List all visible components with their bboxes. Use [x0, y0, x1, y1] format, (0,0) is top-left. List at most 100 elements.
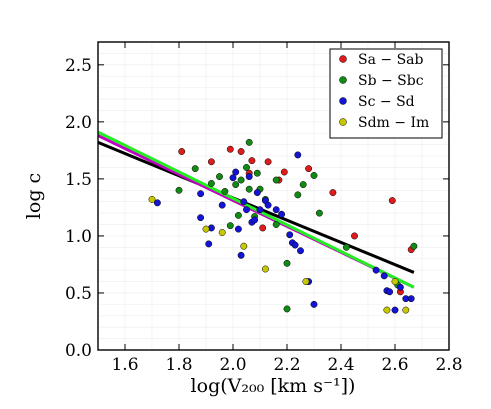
data-point: [380, 272, 388, 280]
data-point: [329, 189, 337, 197]
data-point: [232, 168, 240, 176]
data-point: [383, 306, 391, 314]
data-point: [197, 214, 205, 222]
legend-label: Sb − Sbc: [358, 73, 424, 89]
x-tick-label: 2.4: [327, 355, 354, 375]
data-point: [226, 222, 234, 230]
data-point: [259, 224, 267, 232]
data-point: [240, 198, 248, 206]
legend-label: Sa − Sab: [358, 52, 424, 68]
data-point: [248, 157, 256, 165]
fit-line: [97, 140, 415, 274]
data-point: [407, 295, 415, 303]
data-point: [294, 151, 302, 159]
legend-marker: [339, 118, 347, 126]
tick-labels: 1.6 1.8 2.0 2.2 2.4 2.6 2.8 0.0 0.5 1.0 1.5 2.0 2.5: [65, 56, 463, 375]
data-point: [310, 172, 318, 179]
data-point: [402, 306, 410, 314]
data-point: [237, 176, 245, 184]
data-point: [229, 174, 237, 182]
data-point: [291, 241, 299, 249]
y-tick-label: 2.0: [65, 113, 92, 133]
data-point: [297, 247, 304, 255]
data-point: [253, 169, 261, 177]
legend-marker: [339, 97, 347, 105]
data-point: [245, 173, 253, 181]
y-tick-label: 1.5: [65, 170, 92, 190]
data-point: [272, 206, 280, 214]
data-point: [272, 221, 280, 228]
data-point: [302, 278, 310, 286]
x-tick-label: 2.6: [381, 355, 408, 375]
data-point: [245, 185, 253, 193]
data-point: [264, 158, 272, 166]
data-point: [218, 201, 226, 209]
data-point: [305, 165, 313, 173]
data-point: [386, 288, 394, 296]
legend-marker: [339, 55, 347, 63]
x-tick-label: 1.8: [165, 355, 192, 375]
data-point: [245, 138, 253, 146]
data-point: [283, 259, 291, 267]
data-point: [310, 300, 318, 308]
y-tick-label: 0.0: [65, 341, 92, 361]
data-point: [264, 201, 272, 209]
data-point: [283, 305, 291, 313]
data-point: [178, 148, 186, 155]
legend-label: Sdm − Im: [358, 115, 429, 131]
data-point: [315, 209, 323, 217]
x-tick-label: 1.6: [111, 355, 138, 375]
data-point: [253, 189, 261, 197]
data-point: [226, 145, 234, 153]
data-point: [243, 164, 250, 171]
legend: Sa − Sab Sb − Sbc Sc − Sd Sdm − Im: [329, 48, 443, 139]
data-point: [153, 199, 161, 207]
data-point: [205, 240, 213, 248]
data-point: [391, 306, 399, 314]
data-point: [243, 206, 250, 214]
data-point: [388, 197, 396, 205]
x-axis-label: log(V₂₀₀ [km s⁻¹]): [191, 375, 356, 397]
legend-box: [329, 48, 443, 139]
plot-frame: [97, 41, 450, 351]
data-point: [207, 158, 215, 166]
data-point: [278, 210, 286, 218]
data-point: [294, 191, 302, 199]
data-point: [261, 265, 269, 273]
data-point: [240, 242, 248, 250]
data-point: [216, 173, 223, 181]
x-tick-label: 2.2: [273, 355, 300, 375]
data-point: [221, 187, 229, 195]
data-point: [237, 148, 245, 155]
data-point: [351, 232, 358, 240]
data-point: [280, 168, 288, 176]
axis-ticks: [98, 42, 450, 351]
x-tick-label: 2.0: [219, 355, 246, 375]
data-point: [207, 180, 215, 187]
y-tick-label: 1.0: [65, 227, 92, 247]
data-point: [286, 231, 294, 239]
data-point: [410, 242, 418, 250]
data-point: [197, 190, 205, 198]
y-tick-label: 0.5: [65, 284, 92, 304]
data-point: [391, 278, 399, 286]
x-tick-label: 2.8: [435, 355, 462, 375]
scatter-points: [148, 138, 418, 314]
data-point: [191, 165, 199, 173]
data-point: [175, 186, 183, 194]
fit-lines: [97, 130, 415, 289]
data-point: [232, 181, 240, 189]
data-point: [372, 266, 380, 274]
y-axis-label: log c: [23, 173, 45, 219]
legend-marker: [339, 76, 347, 84]
fit-line: [97, 130, 415, 289]
data-point: [251, 216, 259, 224]
data-point: [396, 283, 404, 291]
data-point: [148, 195, 156, 203]
data-point: [299, 181, 307, 189]
data-point: [234, 225, 242, 233]
data-point: [272, 176, 280, 184]
data-point: [202, 225, 210, 233]
legend-label: Sc − Sd: [358, 94, 415, 110]
